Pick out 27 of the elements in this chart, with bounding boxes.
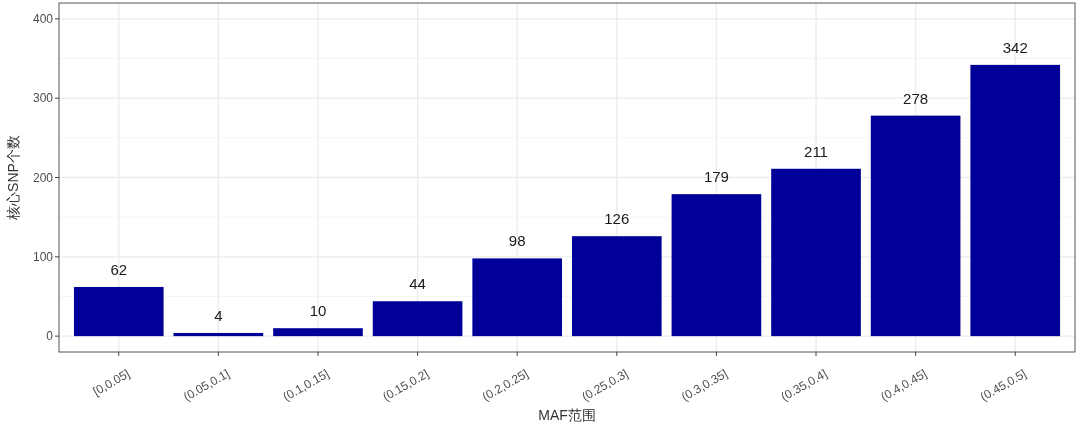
y-tick-label: 400 <box>32 11 54 26</box>
y-tick-label: 100 <box>32 249 54 264</box>
y-tick-label: 0 <box>46 329 54 344</box>
bar <box>372 301 463 337</box>
y-tick-label: 300 <box>32 91 54 106</box>
bar <box>571 236 662 337</box>
data-label: 44 <box>409 275 426 293</box>
bar <box>472 258 563 337</box>
bar <box>173 332 264 337</box>
data-label: 278 <box>903 89 929 107</box>
y-axis-title: 核心SNP个数 <box>5 135 21 221</box>
x-axis-title: MAF范围 <box>538 407 596 423</box>
data-label: 126 <box>604 210 630 228</box>
data-label: 179 <box>703 168 729 186</box>
bar <box>671 194 762 337</box>
data-label: 62 <box>110 260 128 278</box>
y-tick-label: 200 <box>32 170 54 185</box>
data-label: 211 <box>804 142 828 160</box>
bar <box>970 64 1061 337</box>
data-label: 342 <box>1002 38 1028 56</box>
bar <box>771 168 861 337</box>
data-label: 98 <box>508 232 526 250</box>
bar <box>273 328 363 337</box>
bar <box>870 115 961 337</box>
bar <box>73 286 164 337</box>
data-label: 4 <box>214 306 223 324</box>
data-label: 10 <box>309 302 327 320</box>
